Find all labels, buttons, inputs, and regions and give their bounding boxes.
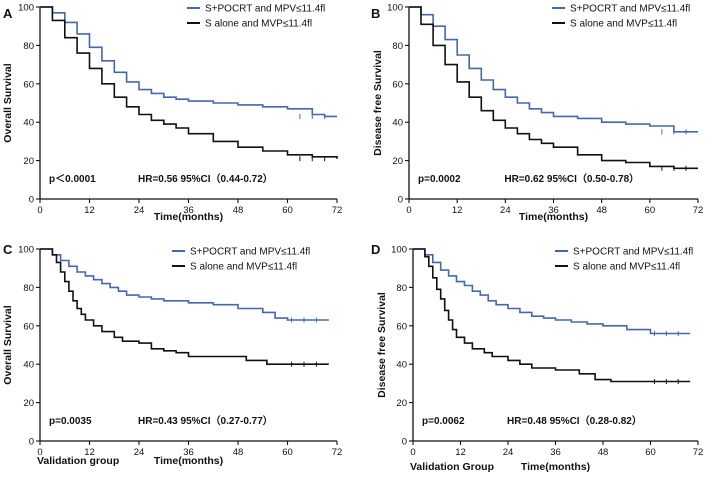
x-tick-label: 0 bbox=[406, 205, 411, 216]
hazard-ratio-text: HR=0.48 95%CI（0.28-0.82） bbox=[507, 414, 642, 427]
x-tick-label: 48 bbox=[596, 205, 607, 216]
y-tick-label: 40 bbox=[396, 360, 407, 371]
y-tick-label: 60 bbox=[23, 321, 34, 332]
x-tick-label: 36 bbox=[548, 205, 559, 216]
y-tick-label: 40 bbox=[392, 118, 403, 129]
p-value-text: p=0.0002 bbox=[418, 174, 461, 185]
x-tick-label: 12 bbox=[84, 205, 95, 216]
y-tick-label: 20 bbox=[23, 398, 34, 409]
x-tick-label: 36 bbox=[550, 447, 561, 458]
panel-letter: A bbox=[3, 6, 13, 21]
y-tick-label: 60 bbox=[392, 79, 403, 90]
x-tick-label: 60 bbox=[645, 447, 656, 458]
km-curve-s-alone-and-mvp-11-4fl bbox=[409, 6, 698, 170]
legend-label: S alone and MVP≤11.4fl bbox=[190, 262, 297, 273]
x-axis-label: Time(months) bbox=[521, 461, 590, 473]
x-tick-label: 60 bbox=[282, 205, 293, 216]
km-curve-s-pocrt-and-mpv-11-4fl bbox=[413, 248, 691, 335]
x-tick-label: 72 bbox=[693, 205, 704, 216]
x-tick-label: 12 bbox=[84, 447, 95, 458]
y-axis-label: Overall Survival bbox=[2, 63, 14, 142]
x-tick-label: 24 bbox=[503, 447, 514, 458]
km-curve-s-alone-and-mvp-11-4fl bbox=[40, 248, 329, 365]
x-axis-label: Time(months) bbox=[154, 211, 223, 223]
p-value-text: p＜0.0001 bbox=[49, 173, 96, 185]
y-tick-label: 60 bbox=[23, 79, 34, 90]
y-tick-label: 100 bbox=[387, 3, 403, 14]
y-tick-label: 20 bbox=[392, 156, 403, 167]
legend-label: S+POCRT and MPV≤11.4fl bbox=[570, 4, 690, 15]
y-tick-label: 40 bbox=[23, 360, 34, 371]
panel-letter: C bbox=[3, 242, 13, 257]
group-label: Validation Group bbox=[410, 461, 494, 473]
legend-label: S+POCRT and MPV≤11.4fl bbox=[573, 247, 693, 258]
y-axis-label: Disease free Survival bbox=[372, 50, 384, 156]
x-tick-label: 12 bbox=[452, 205, 463, 216]
legend-label: S alone and MVP≤11.4fl bbox=[573, 262, 680, 273]
panel-b: B 0 20 40 60 80 100 0 12 24 36 48 60 72 Disease free S… bbox=[371, 3, 703, 224]
y-tick-label: 60 bbox=[396, 321, 407, 332]
panel-a: A 0 20 40 60 80 100 0 12 24 36 48 60 72 Overall Surviv… bbox=[2, 3, 342, 224]
y-tick-label: 80 bbox=[392, 41, 403, 52]
y-tick-label: 0 bbox=[398, 195, 403, 206]
panel-c: C 0 20 40 60 80 100 0 12 24 36 48 60 72 Overall Surviv… bbox=[2, 242, 342, 467]
y-tick-label: 20 bbox=[23, 156, 34, 167]
x-tick-label: 36 bbox=[183, 447, 194, 458]
panel-letter: D bbox=[371, 242, 380, 257]
y-axis-label: Disease free Survival bbox=[376, 292, 388, 398]
x-axis-label: Time(months) bbox=[154, 455, 223, 467]
y-tick-label: 0 bbox=[29, 195, 34, 206]
x-tick-label: 36 bbox=[183, 205, 194, 216]
x-tick-label: 60 bbox=[282, 447, 293, 458]
y-axis-label: Overall Survival bbox=[2, 305, 14, 384]
legend-label: S+POCRT and MPV≤11.4fl bbox=[205, 4, 325, 15]
y-tick-label: 40 bbox=[23, 118, 34, 129]
y-tick-label: 0 bbox=[29, 437, 34, 448]
x-tick-label: 60 bbox=[645, 205, 656, 216]
y-tick-label: 80 bbox=[23, 283, 34, 294]
hazard-ratio-text: HR=0.62 95%CI（0.50-0.78） bbox=[504, 172, 639, 185]
km-curve-s-pocrt-and-mpv-11-4fl bbox=[40, 6, 337, 118]
x-tick-label: 0 bbox=[410, 447, 415, 458]
x-tick-label: 72 bbox=[332, 447, 343, 458]
y-tick-label: 100 bbox=[391, 245, 407, 256]
panel-letter: B bbox=[371, 6, 380, 21]
y-tick-label: 100 bbox=[18, 3, 34, 14]
y-tick-label: 80 bbox=[396, 283, 407, 294]
group-label: Validation group bbox=[37, 455, 119, 467]
km-curve-s-alone-and-mvp-11-4fl bbox=[40, 6, 338, 159]
x-tick-label: 48 bbox=[233, 205, 244, 216]
hazard-ratio-text: HR=0.56 95%CI（0.44-0.72） bbox=[138, 172, 273, 185]
x-tick-label: 12 bbox=[455, 447, 466, 458]
y-tick-label: 0 bbox=[402, 437, 407, 448]
legend-label: S+POCRT and MPV≤11.4fl bbox=[190, 247, 310, 258]
y-tick-label: 20 bbox=[396, 398, 407, 409]
y-tick-label: 100 bbox=[18, 245, 34, 256]
y-tick-label: 80 bbox=[23, 41, 34, 52]
x-axis-label: Time(months) bbox=[519, 211, 588, 223]
x-tick-label: 48 bbox=[598, 447, 609, 458]
p-value-text: p=0.0035 bbox=[49, 416, 92, 427]
x-tick-label: 24 bbox=[134, 205, 145, 216]
x-tick-label: 0 bbox=[37, 205, 42, 216]
x-tick-label: 24 bbox=[500, 205, 511, 216]
x-tick-label: 48 bbox=[233, 447, 244, 458]
hazard-ratio-text: HR=0.43 95%CI（0.27-0.77） bbox=[138, 414, 273, 427]
legend-label: S alone and MVP≤11.4fl bbox=[570, 19, 677, 30]
x-tick-label: 72 bbox=[693, 447, 704, 458]
panel-d: D 0 20 40 60 80 100 0 12 24 36 48 60 72 Disease free S… bbox=[371, 242, 703, 473]
x-tick-label: 72 bbox=[332, 205, 343, 216]
legend-label: S alone and MVP≤11.4fl bbox=[205, 19, 312, 30]
p-value-text: p=0.0062 bbox=[422, 416, 465, 427]
km-curve-s-alone-and-mvp-11-4fl bbox=[413, 248, 691, 383]
km-curve-s-pocrt-and-mpv-11-4fl bbox=[40, 248, 329, 321]
x-tick-label: 0 bbox=[37, 447, 42, 458]
x-tick-label: 24 bbox=[134, 447, 145, 458]
km-curve-s-pocrt-and-mpv-11-4fl bbox=[409, 6, 698, 133]
